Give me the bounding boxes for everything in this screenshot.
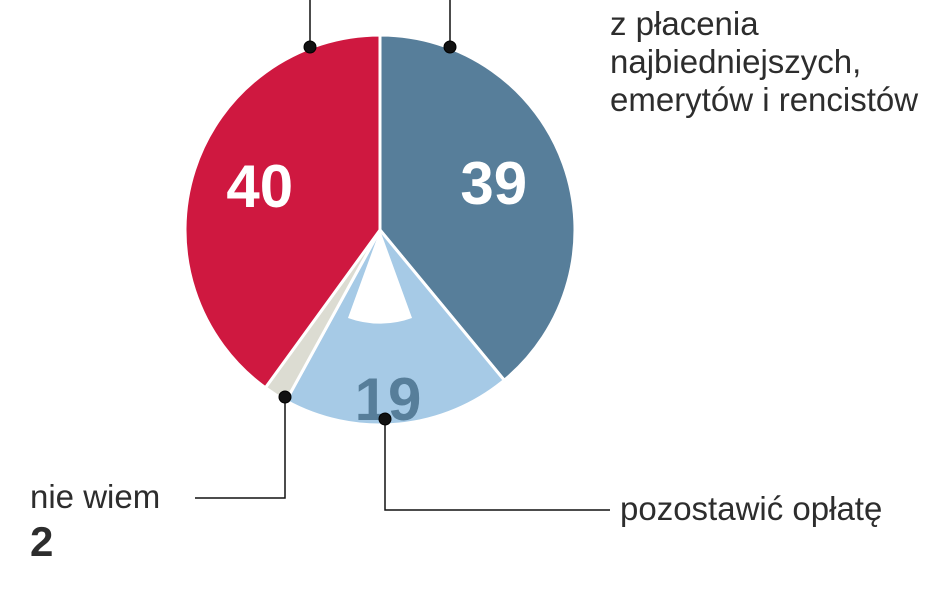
leader-lines	[0, 0, 948, 593]
chart-stage: 40 39 19 z płacenia najbiedniej­szych, e…	[0, 0, 948, 593]
